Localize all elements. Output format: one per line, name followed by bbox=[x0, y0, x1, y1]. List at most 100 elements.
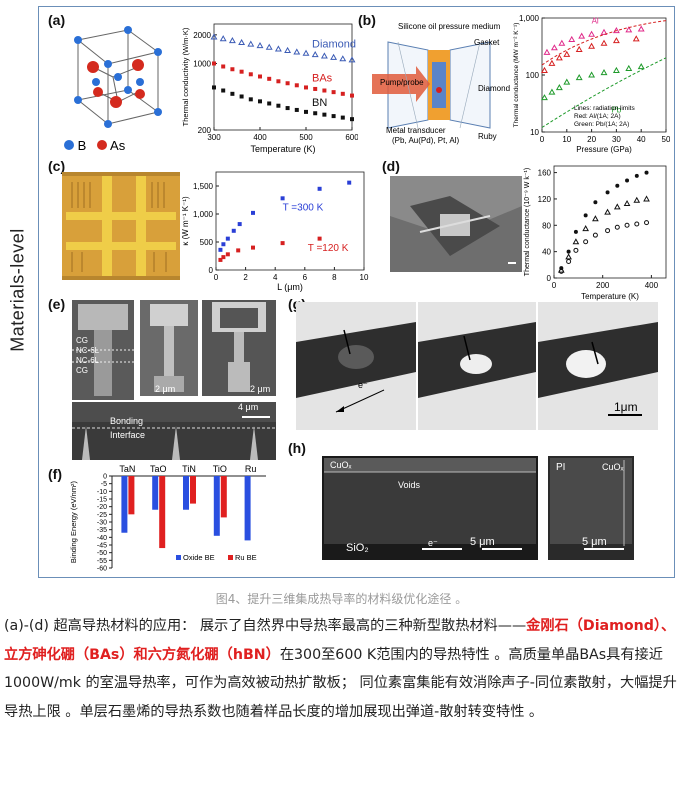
plot-area-frame bbox=[215, 171, 365, 271]
d-y-tick-label: 80 bbox=[542, 221, 551, 230]
a-data-point-bn bbox=[221, 88, 226, 93]
f-category-label: TiO bbox=[213, 464, 227, 474]
b-annotation-pb: Pb bbox=[611, 105, 621, 114]
a-data-point-bas bbox=[322, 88, 327, 93]
d-data-point-triangle bbox=[572, 238, 580, 245]
a-data-point-bas bbox=[221, 64, 226, 69]
a-data-point-diamond bbox=[238, 38, 246, 46]
a-data-point-diamond bbox=[265, 43, 273, 50]
a-y-tick-label: 2000 bbox=[193, 31, 211, 40]
via-sem-image-1 bbox=[72, 300, 134, 400]
d-data-point-triangle bbox=[582, 225, 590, 232]
f-y-tick-label: -5 bbox=[101, 481, 107, 488]
c-x-tick-label: 4 bbox=[273, 273, 278, 282]
d-data-point-filled bbox=[583, 213, 588, 218]
b-radiation-limit-al bbox=[541, 20, 667, 66]
f-y-tick-label: -15 bbox=[97, 497, 107, 504]
c-x-tick-label: 0 bbox=[214, 273, 219, 282]
a-y-tick-label: 200 bbox=[198, 126, 212, 135]
c-annotation-120k: T =120 K bbox=[308, 243, 349, 254]
b-x-tick-label: 20 bbox=[587, 135, 596, 144]
d-data-point-filled bbox=[634, 173, 639, 178]
a-data-point-diamond bbox=[311, 50, 319, 58]
b-data-point-al-2 bbox=[563, 50, 571, 57]
b-x-axis-label: Pressure (GPa) bbox=[576, 145, 632, 154]
panel-label-h: (h) bbox=[288, 440, 306, 456]
a-data-point-bas bbox=[267, 76, 272, 81]
label-cg-1: CG bbox=[76, 336, 88, 345]
graphene-device-image bbox=[62, 172, 180, 280]
a-data-point-diamond bbox=[210, 33, 218, 40]
a-data-point-diamond bbox=[219, 35, 227, 42]
a-data-point-bn bbox=[340, 115, 345, 120]
panel-label-a: (a) bbox=[48, 12, 66, 28]
a-data-point-bas bbox=[331, 90, 336, 95]
a-data-point-bn bbox=[248, 97, 253, 102]
b-data-point-al-2 bbox=[548, 59, 556, 66]
b-annotation-green: Green: Pb/(1A; 2A) bbox=[574, 121, 629, 128]
f-legend-swatch bbox=[176, 555, 181, 560]
side-bar: Materials-level bbox=[0, 0, 36, 583]
a-data-point-bn bbox=[258, 99, 262, 104]
a-data-point-bn bbox=[313, 111, 318, 116]
a-data-point-bn bbox=[276, 103, 281, 108]
b-x-tick-label: 50 bbox=[662, 135, 670, 144]
binding-energy-chart: 0-5-10-15-20-25-30-35-40-45-50-55-60 Bind… bbox=[69, 464, 266, 573]
b-y-tick-label: 100 bbox=[526, 71, 540, 80]
b-data-point-al bbox=[612, 27, 620, 34]
f-bar-ru-be bbox=[220, 476, 227, 518]
f-y-tick-label: 0 bbox=[103, 474, 107, 481]
d-data-point-circle bbox=[624, 222, 630, 228]
plot-area-frame bbox=[553, 165, 667, 279]
a-data-point-bas bbox=[294, 83, 299, 88]
scalebar-e-3: 4 μm bbox=[238, 402, 259, 412]
a-data-point-diamond bbox=[339, 55, 347, 62]
scalebar-g: 1μm bbox=[614, 400, 638, 414]
a-data-point-diamond bbox=[320, 52, 328, 59]
c-data-point-120k bbox=[218, 257, 223, 262]
d-x-axis-label: Temperature (K) bbox=[581, 292, 639, 301]
f-bar-ru-be bbox=[128, 476, 135, 515]
label-cuox-1: CuOₓ bbox=[330, 460, 352, 470]
label-nc-1: NC-6L bbox=[76, 346, 100, 355]
b-data-point-pb bbox=[625, 64, 633, 72]
b-x-tick-label: 40 bbox=[637, 135, 646, 144]
panel-label-c: (c) bbox=[48, 158, 66, 174]
a-x-tick-label: 600 bbox=[345, 133, 358, 142]
a-data-point-bn bbox=[350, 117, 354, 122]
label-electron-h: e⁻ bbox=[428, 538, 438, 548]
d-y-tick-label: 160 bbox=[538, 169, 552, 178]
f-category-label: TaO bbox=[150, 464, 167, 474]
suspended-device-sem-image bbox=[390, 176, 522, 272]
c-y-tick-label: 1,000 bbox=[193, 210, 214, 219]
label-transducer: Metal transducer bbox=[386, 126, 446, 135]
f-legend-swatch bbox=[228, 555, 233, 560]
b-data-point-pb bbox=[637, 63, 645, 70]
d-y-tick-label: 120 bbox=[538, 195, 552, 204]
d-data-point-filled bbox=[593, 200, 598, 205]
arsenic-legend-label: As bbox=[110, 138, 126, 153]
c-data-point-300k bbox=[280, 196, 285, 201]
b-x-tick-label: 30 bbox=[612, 135, 621, 144]
b-x-tick-label: 10 bbox=[562, 135, 571, 144]
a-data-point-bas bbox=[258, 74, 262, 79]
c-y-axis-label: κ (W m⁻¹ K⁻¹) bbox=[181, 196, 190, 246]
f-y-tick-label: -40 bbox=[97, 535, 107, 542]
crystal-structure-image bbox=[74, 26, 162, 128]
a-data-point-diamond bbox=[256, 42, 264, 49]
b-data-point-al-2 bbox=[588, 42, 596, 49]
electromigration-tem-image bbox=[296, 302, 658, 430]
a-data-point-bas bbox=[313, 86, 318, 91]
boron-legend-label: B bbox=[77, 138, 87, 153]
c-data-point-120k bbox=[221, 255, 226, 260]
conductance-temperature-chart: 0 200 400 0 40 80 120 160 Temperature (K) Thermal… bbox=[524, 165, 667, 301]
c-data-point-300k bbox=[237, 222, 242, 227]
f-category-label: TiN bbox=[182, 464, 196, 474]
c-data-point-300k bbox=[317, 186, 322, 191]
d-data-point-triangle bbox=[613, 203, 621, 210]
b-data-point-al bbox=[543, 48, 551, 55]
a-data-point-bn bbox=[304, 109, 308, 114]
b-data-point-pb bbox=[612, 66, 620, 73]
c-data-point-300k bbox=[221, 242, 226, 247]
figure-frame bbox=[38, 6, 675, 578]
